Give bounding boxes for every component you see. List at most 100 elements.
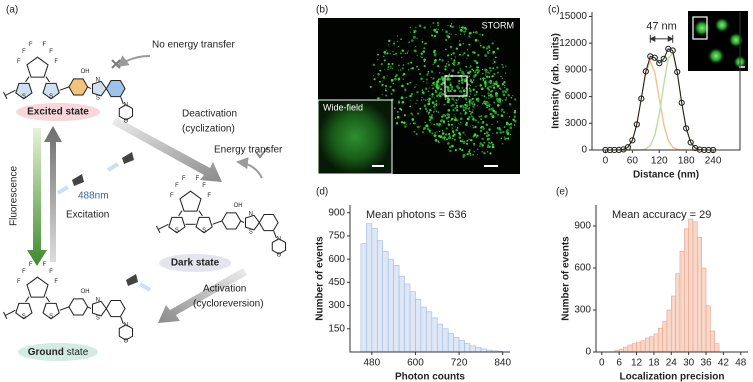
localization [479, 142, 483, 145]
localization [468, 103, 471, 106]
localization [427, 90, 430, 93]
x-tick-label: 48 [735, 358, 747, 369]
localization [459, 69, 462, 72]
localization [447, 120, 450, 123]
localization [473, 142, 476, 145]
localization [457, 62, 460, 65]
localization [461, 149, 464, 152]
localization [396, 122, 398, 124]
localization [456, 109, 459, 112]
x-tick-label: 60 [627, 156, 639, 167]
localization [510, 123, 513, 126]
localization [415, 83, 417, 85]
localization [469, 70, 472, 73]
ring [105, 300, 126, 318]
localization [447, 142, 450, 145]
localization [441, 130, 444, 132]
localization [387, 68, 389, 71]
localization [390, 78, 394, 82]
localization [456, 119, 459, 122]
localization [463, 51, 466, 55]
localization [453, 138, 456, 141]
localization [463, 93, 466, 96]
x-tick-label: 36 [700, 358, 712, 369]
localization [468, 152, 471, 155]
localization [450, 58, 453, 60]
localization [459, 105, 463, 108]
localization [490, 108, 493, 111]
localization [451, 127, 454, 129]
localization [439, 78, 442, 81]
localization [437, 22, 439, 24]
atom-label: F [17, 279, 21, 285]
localization [484, 100, 486, 103]
histogram-bar [464, 343, 471, 353]
localization [416, 54, 418, 57]
localization [496, 47, 499, 50]
localization [429, 131, 431, 134]
localization [472, 135, 475, 138]
localization [443, 104, 445, 106]
x-tick-label: 840 [494, 358, 511, 369]
localization [392, 82, 395, 85]
histogram-bar [662, 320, 668, 353]
localization [476, 99, 480, 102]
localization [493, 72, 496, 76]
axis-frame [595, 205, 748, 353]
localization [501, 77, 503, 79]
localization [397, 64, 400, 67]
diagram-text: Fluorescence [9, 166, 20, 226]
localization [420, 56, 422, 58]
localization [458, 136, 460, 138]
y-axis-title: Number of events [315, 236, 326, 321]
localization [404, 125, 407, 128]
localization [501, 108, 504, 111]
localization [413, 130, 416, 133]
localization [486, 104, 488, 107]
localization [431, 93, 434, 96]
atom-label: S [22, 314, 26, 320]
localization [467, 71, 470, 75]
localization [382, 55, 385, 58]
localization [474, 125, 477, 128]
localization [496, 66, 499, 69]
localization [483, 95, 486, 98]
localization [473, 133, 477, 137]
localization [447, 116, 450, 119]
histogram-bar [447, 333, 454, 353]
localization [385, 94, 388, 97]
localization [469, 78, 472, 81]
localization [470, 113, 472, 115]
localization [382, 80, 384, 82]
localization [487, 97, 490, 99]
ring [118, 324, 134, 341]
localization [439, 130, 441, 133]
localization [440, 88, 443, 91]
localization [395, 52, 398, 55]
localization [414, 86, 416, 88]
localization [435, 105, 438, 107]
localization [457, 71, 460, 74]
localization [446, 100, 450, 104]
localization [449, 83, 452, 87]
localization [450, 23, 453, 25]
localization [464, 30, 467, 33]
localization [493, 101, 496, 104]
localization [450, 85, 454, 89]
diagram-text: Activation [203, 284, 246, 295]
localization [467, 54, 470, 57]
panel-label: (a) [6, 5, 18, 16]
localization [482, 46, 485, 49]
localization [423, 58, 426, 61]
localization [501, 111, 503, 113]
localization [449, 149, 452, 153]
y-tick-label: 600 [574, 263, 591, 274]
atom-label: S [22, 94, 26, 100]
x-tick-label: 0 [603, 156, 609, 167]
localization [434, 108, 436, 110]
bond [156, 225, 161, 234]
localization [470, 102, 473, 104]
x-axis-title: Photon counts [395, 372, 465, 382]
